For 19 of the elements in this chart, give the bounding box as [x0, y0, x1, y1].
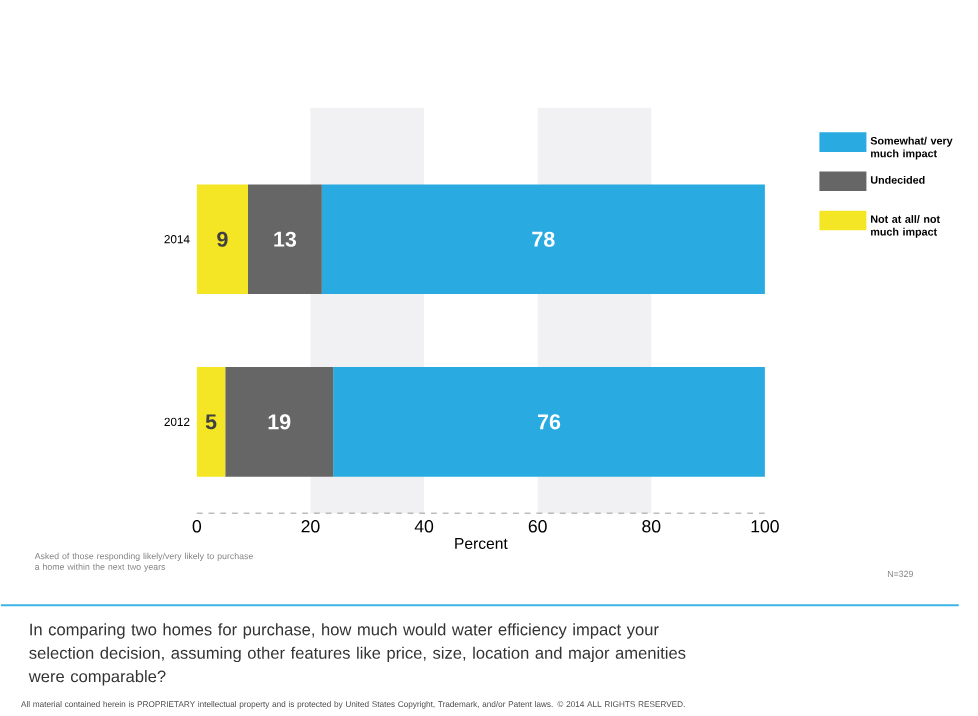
- data-label: 9: [217, 231, 228, 247]
- bar: [321, 183, 765, 294]
- x-tick-label: 60: [528, 519, 547, 533]
- data-label: 19: [268, 413, 291, 430]
- bar: [247, 183, 322, 294]
- data-label: 78: [532, 231, 555, 247]
- data-label: 13: [274, 231, 297, 247]
- x-tick-label: 0: [192, 519, 202, 533]
- bar: [333, 366, 765, 477]
- data-label: 76: [538, 413, 561, 430]
- bar: [196, 183, 248, 294]
- x-tick-label: 80: [642, 519, 661, 533]
- bar: [225, 366, 334, 477]
- x-tick-label: 40: [414, 519, 434, 533]
- x-tick-label: 100: [751, 519, 779, 533]
- bar: [196, 366, 226, 477]
- data-label: 5: [205, 413, 217, 429]
- text: In comparing two homes for purchase, how much would water efficiency impact your selection decision, assuming other features like price, size, location and major amenities were comparable?: [28, 622, 686, 686]
- x-tick-label: 20: [301, 519, 320, 533]
